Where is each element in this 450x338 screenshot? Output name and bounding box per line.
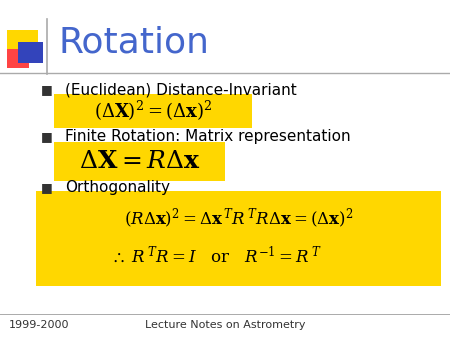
- Text: $(\Delta \mathbf{X})^2 = (\Delta \mathbf{x})^2$: $(\Delta \mathbf{X})^2 = (\Delta \mathbf…: [94, 99, 212, 123]
- Text: ■: ■: [40, 181, 52, 194]
- Text: Lecture Notes on Astrometry: Lecture Notes on Astrometry: [145, 320, 305, 330]
- FancyBboxPatch shape: [7, 30, 38, 52]
- FancyBboxPatch shape: [54, 142, 225, 181]
- Text: $(R\Delta \mathbf{x})^2 = \Delta \mathbf{x}^{\,T} R^{\,T} R\Delta \mathbf{x} = (: $(R\Delta \mathbf{x})^2 = \Delta \mathbf…: [124, 207, 353, 231]
- Text: $\therefore\ R^{\,T}R = I \quad \mathrm{or} \quad R^{-1} = R^{\,T}$: $\therefore\ R^{\,T}R = I \quad \mathrm{…: [110, 245, 322, 265]
- Text: $\Delta \mathbf{X} = R\Delta \mathbf{x}$: $\Delta \mathbf{X} = R\Delta \mathbf{x}$: [79, 149, 200, 173]
- Text: Finite Rotation: Matrix representation: Finite Rotation: Matrix representation: [65, 129, 351, 144]
- Text: 1999-2000: 1999-2000: [9, 320, 69, 330]
- FancyBboxPatch shape: [54, 94, 252, 128]
- FancyBboxPatch shape: [7, 49, 29, 68]
- Text: Orthogonality: Orthogonality: [65, 180, 170, 195]
- Text: Rotation: Rotation: [58, 25, 210, 59]
- Text: (Euclidean) Distance-Invariant: (Euclidean) Distance-Invariant: [65, 82, 297, 97]
- Text: ■: ■: [40, 83, 52, 96]
- FancyBboxPatch shape: [18, 42, 43, 63]
- FancyBboxPatch shape: [36, 191, 441, 286]
- Text: ■: ■: [40, 130, 52, 143]
